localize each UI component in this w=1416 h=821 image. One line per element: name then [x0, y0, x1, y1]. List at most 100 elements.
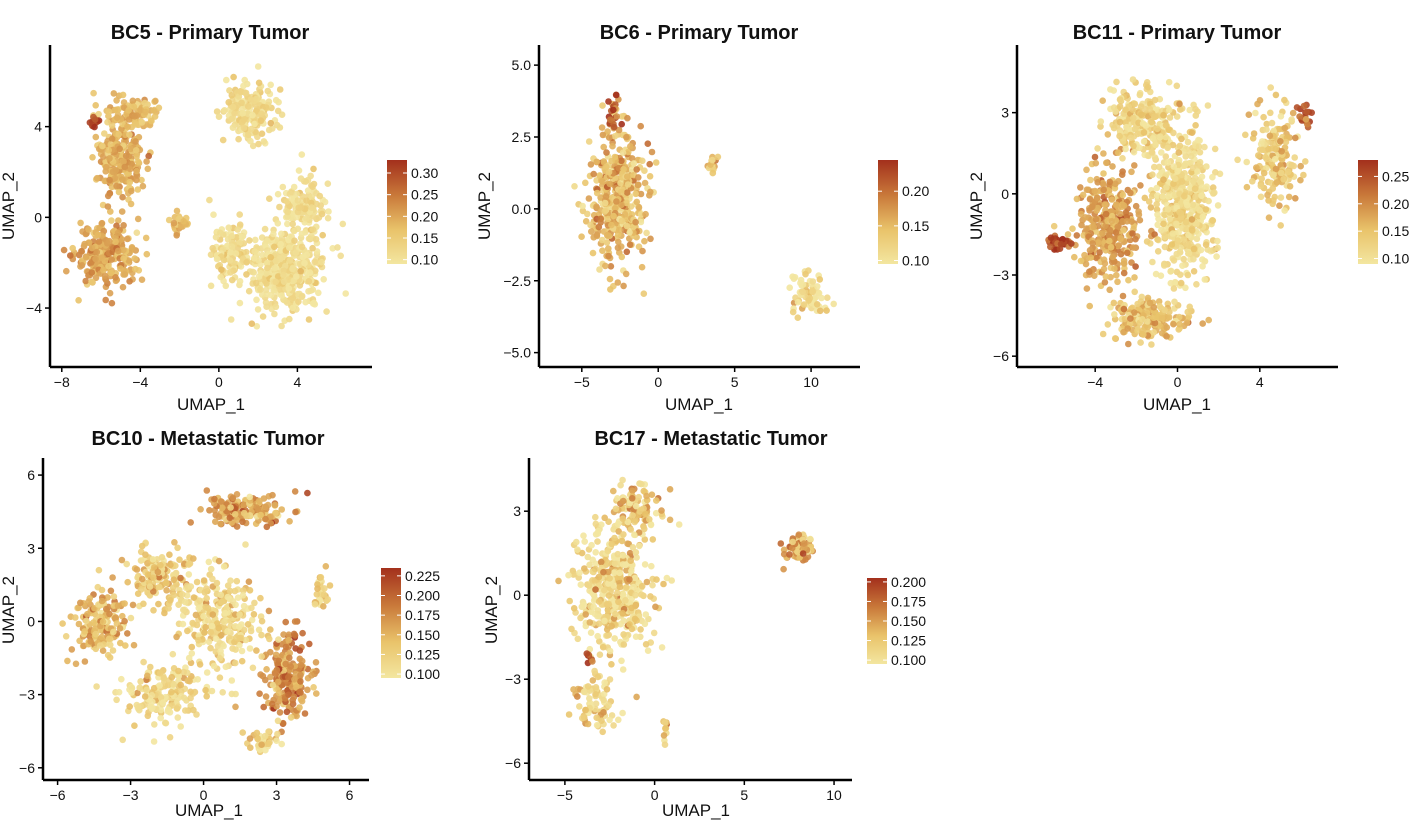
x-axis-label: UMAP_1	[175, 801, 243, 820]
data-point	[1285, 168, 1292, 176]
data-point	[1127, 189, 1134, 197]
data-point	[295, 167, 303, 174]
data-point	[272, 257, 280, 265]
data-point	[1130, 114, 1137, 122]
data-point	[144, 165, 152, 173]
data-point	[278, 740, 286, 748]
data-point	[282, 618, 290, 626]
data-point	[1132, 235, 1139, 243]
data-point	[272, 303, 280, 311]
data-point	[1113, 201, 1120, 208]
data-point	[143, 250, 151, 258]
data-point	[197, 506, 204, 513]
data-point	[1131, 274, 1138, 281]
data-point	[142, 551, 149, 558]
data-point	[88, 278, 95, 286]
data-point	[270, 287, 277, 294]
data-point	[217, 520, 224, 528]
data-point	[245, 287, 253, 295]
data-point	[99, 142, 106, 150]
data-point	[121, 163, 129, 171]
panel-bc11: BC11 - Primary Tumor −4 0 4 −6−303 UMAP_1 …	[967, 22, 1409, 414]
data-point	[1105, 232, 1113, 239]
data-point	[190, 594, 198, 601]
data-point	[77, 219, 84, 227]
data-point	[303, 215, 310, 222]
data-point	[596, 266, 603, 273]
data-point	[106, 654, 114, 661]
data-point	[1154, 236, 1161, 243]
data-point	[160, 674, 168, 682]
data-point	[617, 188, 625, 196]
data-point	[605, 168, 613, 176]
data-point	[272, 278, 280, 286]
data-point	[155, 104, 163, 112]
data-point	[813, 301, 821, 308]
data-point	[180, 606, 187, 614]
data-point	[605, 98, 612, 105]
data-point	[143, 686, 150, 694]
data-point	[304, 489, 311, 497]
data-point	[1152, 141, 1159, 149]
data-point	[637, 122, 644, 130]
data-point	[258, 631, 265, 639]
data-point	[228, 92, 236, 99]
data-point	[156, 682, 163, 689]
panel-bc6: BC6 - Primary Tumor −5 0 5 10 −5.0−2.50.02.…	[475, 22, 929, 414]
data-point	[257, 286, 264, 293]
data-point	[170, 576, 178, 583]
data-point	[253, 296, 260, 304]
data-point	[106, 176, 113, 184]
data-point	[105, 262, 112, 270]
data-point	[100, 266, 107, 274]
data-point	[1147, 204, 1155, 211]
data-point	[250, 611, 258, 618]
data-point	[1177, 279, 1185, 287]
data-point	[190, 555, 197, 562]
data-point	[273, 666, 281, 674]
data-point	[1082, 214, 1089, 221]
data-point	[799, 288, 806, 296]
data-point	[124, 630, 131, 637]
data-point	[610, 106, 617, 114]
data-point	[83, 254, 90, 261]
x-tick-label: 0	[215, 374, 223, 390]
data-point	[613, 91, 620, 99]
data-point	[1104, 321, 1112, 328]
legend-ticks: 0.100.150.20	[878, 183, 929, 269]
data-point	[1127, 315, 1134, 322]
data-point	[271, 501, 279, 509]
data-point	[322, 563, 330, 570]
data-point	[173, 232, 180, 239]
data-point	[274, 717, 282, 725]
data-point	[279, 183, 287, 191]
data-point	[1182, 219, 1190, 226]
data-point	[253, 323, 261, 330]
data-point	[92, 630, 100, 638]
data-point	[227, 248, 234, 256]
data-point	[219, 504, 226, 512]
data-point	[259, 251, 266, 259]
data-point	[118, 208, 126, 215]
data-point	[229, 124, 237, 131]
data-point	[144, 672, 151, 680]
data-point	[607, 286, 614, 293]
data-point	[94, 231, 102, 239]
data-point	[1050, 222, 1058, 230]
data-point	[229, 103, 237, 111]
data-point	[304, 686, 311, 694]
data-point	[598, 124, 606, 131]
data-point	[276, 124, 284, 131]
data-point	[257, 594, 264, 602]
data-point	[635, 204, 643, 211]
data-point	[146, 583, 154, 590]
data-point	[1160, 176, 1167, 183]
data-point	[1073, 232, 1081, 239]
data-point	[124, 578, 131, 586]
data-point	[118, 236, 126, 243]
data-point	[1108, 258, 1116, 266]
point-layer	[60, 63, 350, 330]
data-point	[714, 153, 722, 161]
data-point	[620, 282, 627, 290]
